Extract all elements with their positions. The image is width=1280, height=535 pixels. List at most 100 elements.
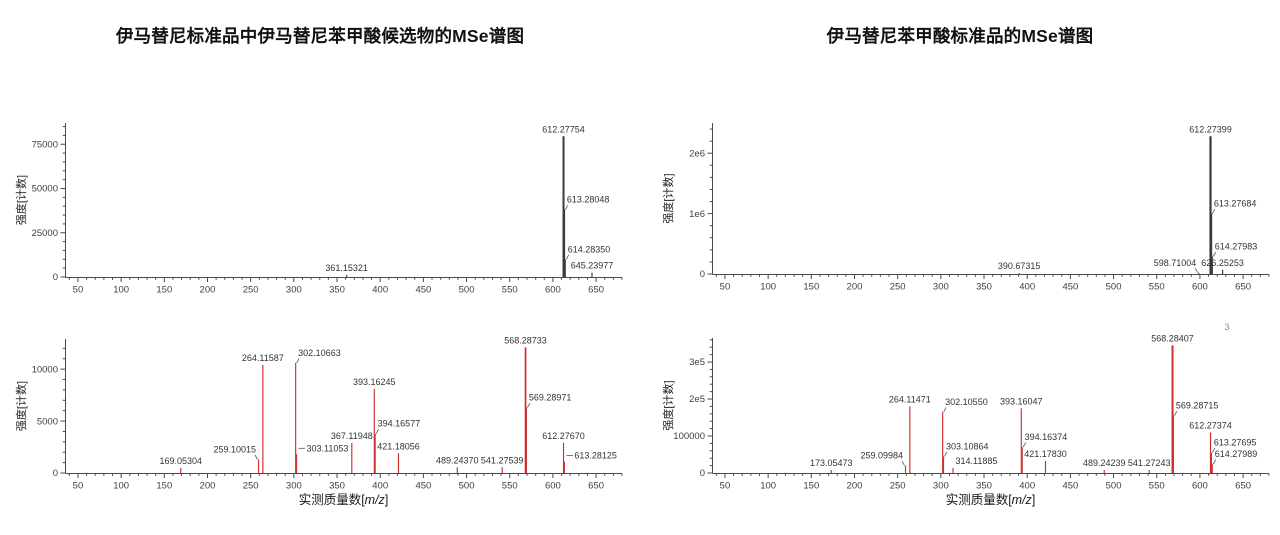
peak-label: 489.24239 <box>1083 458 1126 468</box>
peak-label: 614.27983 <box>1215 241 1258 251</box>
peak-label: 645.23977 <box>571 261 614 271</box>
x-tick-label: 450 <box>415 481 431 492</box>
peaks-right-bottom <box>830 345 1213 473</box>
peak-labels-right-bottom: 173.05473 259.09984 264.11471 302.10550 303.… <box>810 333 1257 468</box>
y-tick-label: 1e6 <box>689 209 705 220</box>
peak-label: 421.17830 <box>1024 449 1067 459</box>
peak-label: 614.28350 <box>568 244 611 254</box>
x-tick-label: 650 <box>1235 282 1251 293</box>
peak-labels-left-bottom: 169.05304 259.10015 264.11587 302.10663 303.… <box>159 335 616 465</box>
x-tick-label: 200 <box>200 481 216 492</box>
x-tick-label: 650 <box>588 481 604 492</box>
peak-label: 421.18056 <box>377 441 420 451</box>
x-tick-label: 350 <box>976 282 992 293</box>
label-leader <box>1212 251 1217 257</box>
label-leader <box>254 454 258 460</box>
peak-labels-right-top: 390.67315 598.71004 612.27399 613.27684 614.… <box>998 124 1257 273</box>
y-tick-label: 0 <box>700 468 705 479</box>
peak-label: 612.27374 <box>1189 420 1232 430</box>
x-tick-label: 300 <box>933 481 949 492</box>
x-tick-label: 500 <box>459 481 475 492</box>
peaks-right-top <box>1018 136 1224 274</box>
x-tick-label: 400 <box>1019 282 1035 293</box>
axes-right-bottom <box>707 338 1270 478</box>
x-tick-label: 600 <box>545 481 561 492</box>
y-tick-label: 50000 <box>32 184 58 195</box>
x-tick-label: 100 <box>113 285 129 296</box>
axes-right-top <box>707 123 1270 279</box>
peak-label: 259.10015 <box>213 444 256 454</box>
x-tick-label: 300 <box>286 285 302 296</box>
y-tick-label: 2e5 <box>689 394 705 405</box>
x-tick-label: 250 <box>890 282 906 293</box>
label-leader <box>901 460 905 466</box>
chart-left-bottom: 50 100 150 200 250 300 350 400 450 500 550 600 650 0 5… <box>14 335 623 507</box>
label-leader <box>1212 447 1216 453</box>
peak-label: 303.10864 <box>946 441 989 451</box>
x-tick-label: 450 <box>1062 481 1078 492</box>
peak-label: 264.11587 <box>242 353 284 363</box>
peak-label: 613.27695 <box>1214 438 1257 448</box>
peak-label: 394.16577 <box>378 419 421 429</box>
x-tick-label: 450 <box>1062 282 1078 293</box>
label-leader <box>375 428 380 434</box>
peak-label: 613.28048 <box>567 195 610 205</box>
label-leader <box>1194 268 1199 273</box>
peaks-left-top <box>346 136 593 277</box>
right-panel-title: 伊马替尼苯甲酸标准品的MSe谱图 <box>826 26 1094 46</box>
label-leader <box>565 205 569 210</box>
x-tick-label: 650 <box>588 285 604 296</box>
peak-label: 264.11471 <box>889 394 931 404</box>
label-leader <box>1174 410 1178 416</box>
x-tick-label: 600 <box>1192 481 1208 492</box>
x-tick-label: 150 <box>803 481 819 492</box>
label-leader <box>296 358 300 364</box>
x-tick-label: 100 <box>760 282 776 293</box>
x-tick-label: 150 <box>803 282 819 293</box>
x-tick-label: 450 <box>415 285 431 296</box>
chart-right-bottom: 50 100 150 200 250 300 350 400 450 500 550 600 650 0 1… <box>661 322 1270 507</box>
y-tick-label: 5000 <box>37 416 58 427</box>
peak-labels-left-top: 361.15321 612.27754 613.28048 614.28350 645.… <box>325 124 613 273</box>
peak-label: 259.09984 <box>860 451 903 461</box>
peak-label: 390.67315 <box>998 261 1041 271</box>
x-tick-label: 650 <box>1235 481 1251 492</box>
x-tick-label: 550 <box>1149 282 1165 293</box>
x-tick-label: 100 <box>113 481 129 492</box>
x-tick-label: 50 <box>720 282 731 293</box>
x-tick-label: 500 <box>459 285 475 296</box>
x-tick-label: 350 <box>976 481 992 492</box>
peak-label: 393.16047 <box>1000 396 1043 406</box>
peak-label: 489.24370 <box>436 455 479 465</box>
x-tick-label: 400 <box>372 481 388 492</box>
x-axis-title: 实测质量数[m/z] <box>299 492 389 507</box>
y-tick-label: 0 <box>53 272 58 283</box>
x-tick-label: 250 <box>890 481 906 492</box>
x-tick-label: 50 <box>73 481 84 492</box>
peak-label: 361.15321 <box>325 263 368 273</box>
peak-label: 568.28733 <box>504 335 547 345</box>
peak-label: 314.11885 <box>956 456 998 466</box>
chart-left-top: 50 100 150 200 250 300 350 400 450 500 550 600 650 0 2… <box>14 123 623 296</box>
y-tick-label: 75000 <box>32 139 58 150</box>
peaks-left-bottom <box>180 347 565 473</box>
x-tick-label: 250 <box>243 481 259 492</box>
label-leader <box>1212 208 1216 214</box>
x-tick-label: 150 <box>156 285 172 296</box>
y-tick-label: 100000 <box>673 431 705 442</box>
y-tick-label: 3e5 <box>689 357 705 368</box>
peak-label: 612.27399 <box>1189 124 1232 134</box>
x-tick-label: 500 <box>1106 282 1122 293</box>
y-tick-label: 0 <box>53 468 58 479</box>
y-axis-title: 强度[计数] <box>14 175 28 225</box>
y-axis-title: 强度[计数] <box>14 381 28 431</box>
label-leader <box>565 254 570 260</box>
corner-note: 3 <box>1224 322 1229 333</box>
y-tick-label: 2e6 <box>689 148 705 159</box>
peak-label: 568.28407 <box>1151 333 1194 343</box>
x-tick-label: 600 <box>545 285 561 296</box>
axes-left-top <box>60 123 623 282</box>
x-tick-label: 500 <box>1106 481 1122 492</box>
